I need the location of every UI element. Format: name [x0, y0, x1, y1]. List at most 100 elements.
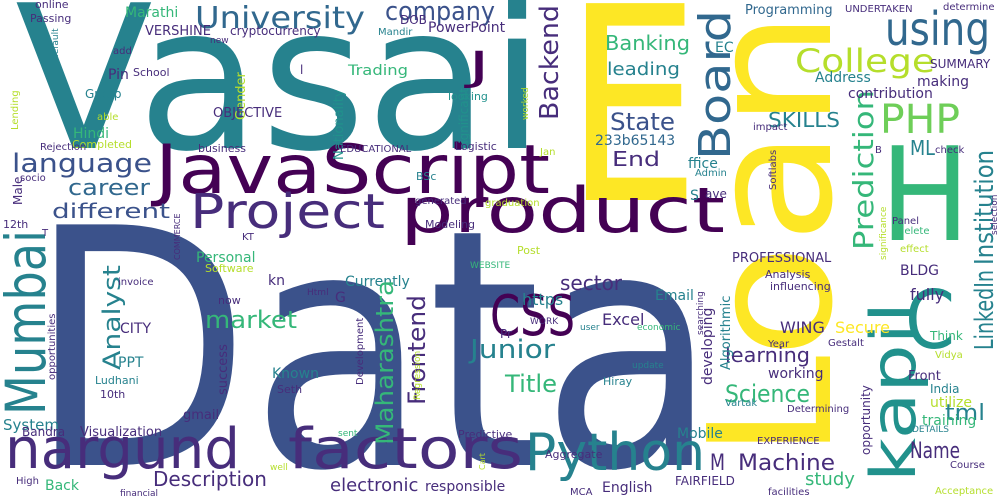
word: Trading [347, 63, 408, 79]
word: electronic [330, 475, 418, 496]
word: Pin [108, 67, 129, 83]
word: Banking [605, 31, 690, 55]
word: new [210, 36, 229, 46]
word: Panel [892, 216, 919, 227]
word: responsible [425, 479, 505, 495]
word: Visualization [80, 425, 162, 440]
word: l [300, 63, 303, 77]
word: Loan [673, 10, 871, 460]
word: M [710, 451, 725, 476]
word: able [97, 112, 118, 123]
word: Hindi [73, 126, 109, 142]
word: India [930, 382, 959, 396]
word: Lending [10, 90, 21, 130]
word: success [216, 344, 231, 395]
word: Bandra [22, 425, 65, 439]
word: College [795, 42, 935, 80]
word: nargund [5, 417, 240, 482]
word: Seth [277, 383, 302, 396]
word: using [885, 2, 990, 56]
word: Predictive [458, 428, 512, 441]
word: Vidya [935, 350, 963, 361]
word: factors [288, 417, 523, 482]
word: Software [205, 262, 254, 275]
word: WORK [530, 317, 559, 327]
word: kapil [857, 302, 930, 482]
word: B [875, 145, 882, 156]
word: Softlabs [768, 150, 779, 190]
word: delete [898, 226, 930, 237]
word: kn [268, 273, 285, 289]
word: EDUCATIONAL [340, 144, 412, 155]
word: Group [85, 87, 122, 101]
word: Html [307, 288, 329, 298]
word: WING [780, 318, 825, 337]
word: Cart [478, 453, 487, 470]
word: G [335, 290, 346, 306]
word: different [52, 199, 170, 223]
word: utilize [930, 395, 972, 411]
word: leading [607, 59, 680, 80]
word: Name [910, 439, 960, 464]
word: effect [900, 244, 929, 255]
word: Personal [196, 250, 256, 266]
word: determine [943, 2, 995, 13]
word: Address [815, 70, 871, 86]
word: study [805, 469, 855, 490]
word: Email [655, 288, 694, 304]
word: economic [637, 323, 680, 333]
word: State [610, 108, 675, 136]
word: EXPERIENCE [757, 436, 820, 447]
word: market [205, 306, 297, 334]
word: Admin [695, 168, 727, 179]
word: significant [457, 88, 471, 150]
word: 12th [3, 218, 28, 231]
word: add [113, 46, 132, 57]
word: Board [690, 10, 741, 160]
word: COMMERCE [173, 213, 182, 260]
word: financial [120, 489, 158, 499]
word: PHP [880, 97, 960, 143]
word: opportunities [47, 314, 58, 380]
word: Maharashtra [371, 280, 399, 445]
word: searching [696, 291, 706, 335]
word: update [632, 361, 664, 371]
word: making [917, 74, 969, 90]
word: Determining [787, 404, 849, 415]
word: CITY [120, 321, 151, 337]
word: WEBSITE [470, 261, 510, 271]
word: JavaScript [150, 131, 550, 210]
word: LinkedIn [970, 270, 1000, 350]
word: looking [448, 90, 488, 103]
word: ffice [688, 156, 718, 172]
word: System [3, 416, 59, 434]
word: High [16, 476, 39, 487]
word: business [198, 142, 246, 155]
word: training [922, 413, 976, 429]
word: DETAILS [912, 425, 949, 435]
word: E [565, 0, 700, 264]
word: online [35, 0, 69, 11]
word: impact [753, 122, 787, 133]
word: Data [28, 159, 718, 500]
word: Modeling [425, 218, 475, 231]
word: generated [415, 196, 467, 207]
word: Marathi [125, 5, 178, 21]
word: UNDERTAKEN [845, 4, 913, 15]
word: Nationality [332, 89, 347, 160]
word: sent [338, 429, 358, 439]
word: check [935, 145, 964, 156]
word: S [690, 188, 699, 204]
word: Programming [745, 3, 833, 18]
word: default [51, 28, 61, 60]
word: T [41, 228, 49, 239]
word: Gestalt [828, 338, 864, 349]
word: Aggregate [545, 448, 603, 461]
word: socio [20, 173, 46, 184]
word: Known [272, 366, 319, 382]
word: Gender [234, 71, 249, 120]
word: developing [700, 308, 716, 385]
word: Mandir [378, 27, 413, 38]
word: Development [355, 318, 366, 385]
